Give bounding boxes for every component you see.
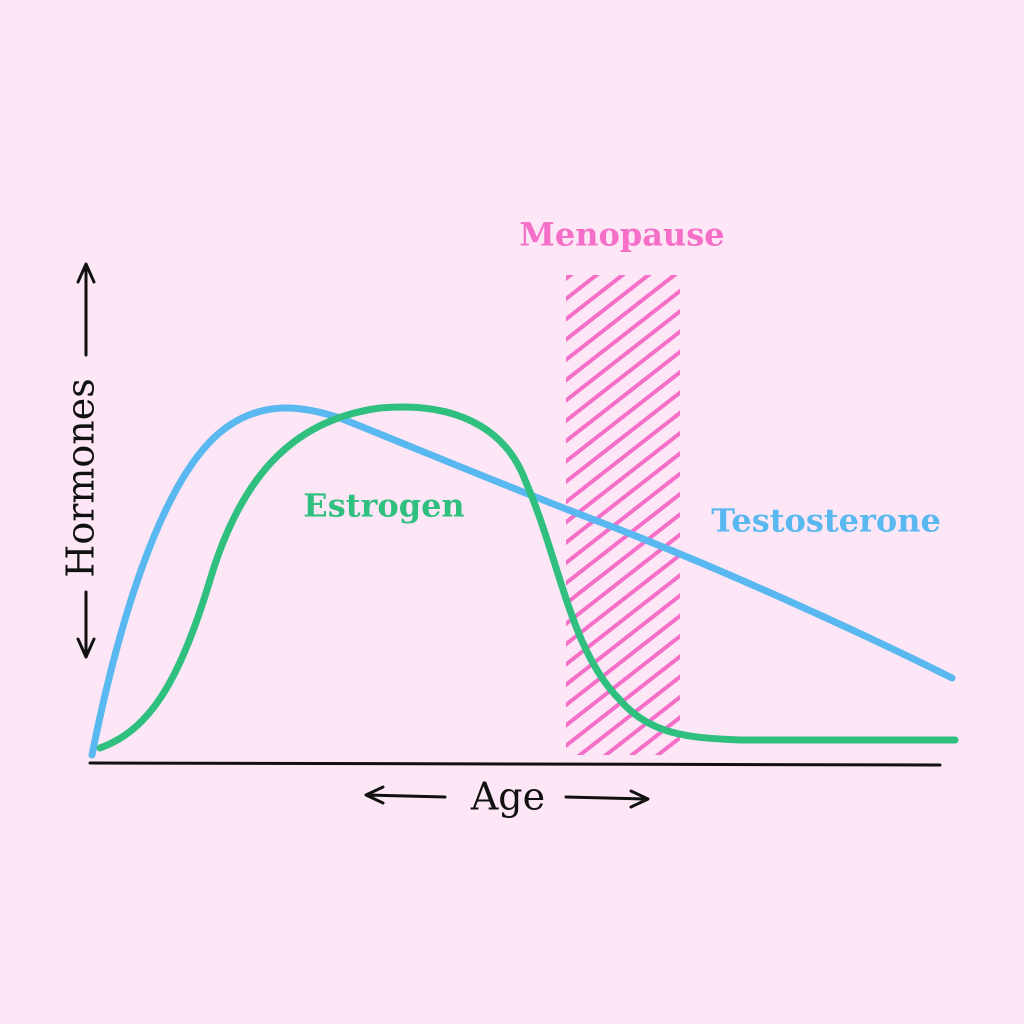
estrogen-label: Estrogen (303, 487, 464, 525)
estrogen-curve (96, 403, 959, 752)
x-arrow-left (364, 785, 447, 805)
menopause-label: Menopause (519, 216, 724, 254)
y-arrow-up (76, 262, 96, 357)
y-axis-label: Hormones (59, 378, 103, 578)
y-arrow-down (76, 590, 96, 659)
x-axis-label: Age (470, 775, 545, 819)
x-axis (88, 761, 942, 767)
x-arrow-right (564, 789, 650, 809)
testosterone-label: Testosterone (711, 502, 941, 540)
testosterone-curve (88, 404, 956, 759)
